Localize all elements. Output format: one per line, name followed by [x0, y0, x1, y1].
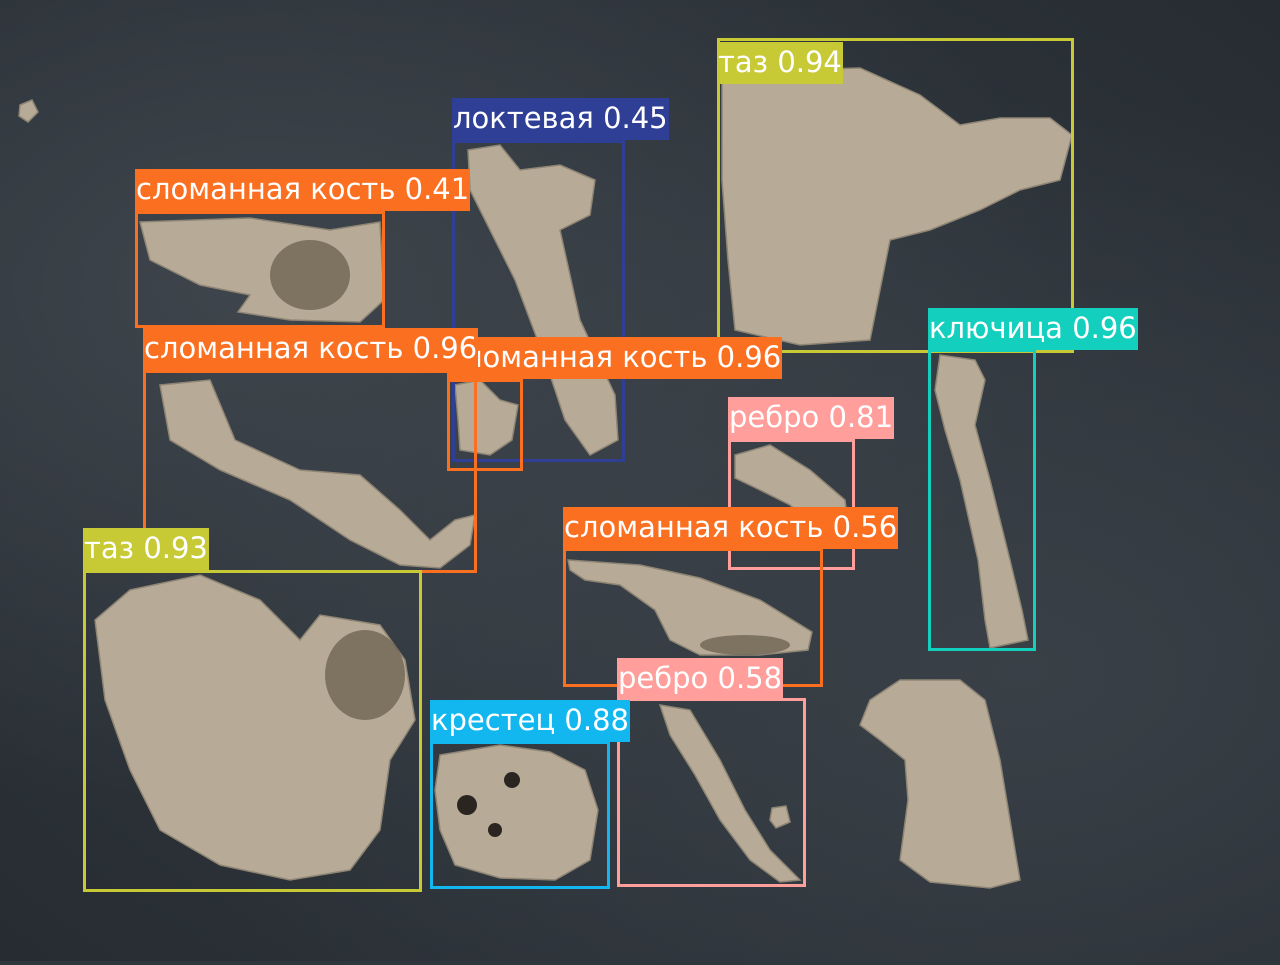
- detection-label-rib-1: ребро 0.81: [728, 397, 895, 439]
- detection-label-broken-bone-2: сломанная кость 0.96: [143, 328, 479, 370]
- label-score: 0.58: [717, 661, 783, 695]
- unlabeled-bone: [859, 679, 1021, 889]
- label-score: 0.96: [1072, 311, 1137, 345]
- rib-bone-2: [658, 704, 802, 883]
- label-score: 0.45: [603, 101, 668, 135]
- label-text: ключица: [929, 311, 1063, 345]
- sacrum-bone: [434, 744, 599, 881]
- broken-bone-4: [567, 559, 813, 656]
- detection-box-ulna: [452, 140, 625, 462]
- bone-fragment-2: [769, 805, 791, 829]
- pelvis-bone-top: [721, 67, 1073, 346]
- label-score: 0.96: [412, 331, 478, 365]
- label-score: 0.94: [777, 45, 842, 79]
- detection-box-pelvis-1: [717, 38, 1074, 353]
- detection-label-broken-bone-1: сломанная кость 0.41: [135, 169, 471, 211]
- label-text: сломанная кость: [136, 172, 396, 206]
- detection-label-pelvis-1: таз 0.94: [717, 42, 843, 84]
- label-score: 0.88: [564, 703, 629, 737]
- label-text: сломанная кость: [564, 510, 824, 544]
- label-score: 0.93: [143, 531, 208, 565]
- label-score: 0.81: [828, 400, 894, 434]
- label-text: крестец: [431, 703, 556, 737]
- detection-box-sacrum: [430, 741, 610, 889]
- detection-label-sacrum: крестец 0.88: [430, 700, 630, 742]
- label-score: 0.96: [716, 340, 782, 374]
- label-score: 0.56: [832, 510, 898, 544]
- detection-box-clavicle: [928, 349, 1036, 651]
- detection-box-rib-1: [728, 439, 855, 570]
- label-text: сломанная кость: [144, 331, 404, 365]
- detection-label-broken-bone-3: сломанная кость 0.96: [447, 337, 783, 379]
- label-text: ребро: [729, 400, 820, 434]
- detection-box-broken-bone-3: [447, 379, 523, 471]
- clavicle-bone: [934, 354, 1029, 649]
- label-text: ребро: [618, 661, 709, 695]
- detection-label-ulna: локтевая 0.45: [452, 98, 669, 140]
- label-text: таз: [718, 45, 769, 79]
- detection-box-rib-2: [617, 698, 806, 887]
- bone-fragment-1: [18, 99, 39, 123]
- detection-box-pelvis-2: [83, 570, 422, 892]
- detection-label-pelvis-2: таз 0.93: [83, 528, 209, 570]
- detection-label-broken-bone-4: сломанная кость 0.56: [563, 507, 899, 549]
- broken-bone-3: [454, 379, 519, 456]
- detection-box-broken-bone-1: [135, 211, 385, 328]
- label-score: 0.41: [404, 172, 470, 206]
- label-text: сломанная кость: [448, 340, 708, 374]
- detection-label-rib-2: ребро 0.58: [617, 658, 784, 700]
- detection-label-clavicle: ключица 0.96: [928, 308, 1138, 350]
- label-text: локтевая: [453, 101, 594, 135]
- label-text: таз: [84, 531, 135, 565]
